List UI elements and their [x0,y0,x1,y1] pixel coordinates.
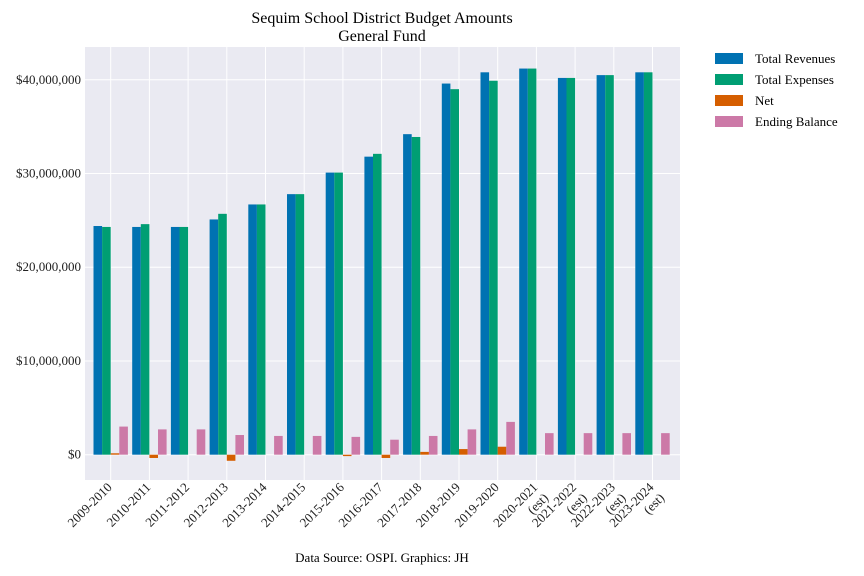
chart-subtitle: General Fund [338,28,426,45]
bar-net [149,454,158,458]
bar-total-revenues [403,134,412,455]
bar-ending-balance [661,433,670,455]
bars [93,68,670,461]
bar-ending-balance [312,435,322,455]
bar-total-expenses [643,72,653,455]
legend-label: Ending Balance [755,114,838,129]
bar-ending-balance [390,439,399,455]
bar-total-revenues [325,172,335,455]
bar-total-revenues [132,226,141,455]
bar-total-revenues [441,83,451,455]
bar-ending-balance [506,421,515,455]
chart-title: Sequim School District Budget Amounts [251,10,512,27]
bar-total-expenses [102,226,111,455]
bar-total-revenues [287,194,296,455]
bar-total-revenues [519,68,528,455]
bar-ending-balance [196,429,206,455]
y-tick-label: $30,000,000 [16,166,81,181]
bar-ending-balance [158,429,167,455]
bar-total-expenses [605,75,614,455]
bar-ending-balance [119,426,128,455]
bar-total-expenses [450,89,459,455]
bar-ending-balance [467,429,477,455]
bar-ending-balance [545,433,554,455]
legend-swatch [715,53,743,64]
bar-net [342,454,352,457]
bar-total-expenses [527,68,537,455]
bar-total-revenues [248,204,257,455]
legend-label: Total Expenses [755,72,834,87]
bar-total-revenues [480,72,490,455]
bar-ending-balance [622,433,631,455]
bar-total-revenues [209,219,219,455]
bar-total-expenses [295,194,305,455]
bar-total-expenses [256,204,266,455]
y-tick-label: $0 [68,447,81,462]
legend-swatch [715,95,743,106]
bar-ending-balance [274,435,283,455]
y-tick-label: $20,000,000 [16,259,81,274]
legend-swatch [715,116,743,127]
bar-total-expenses [411,136,421,455]
bar-total-expenses [334,172,343,455]
legend-swatch [715,74,743,85]
bar-ending-balance [583,433,593,455]
bar-total-expenses [566,77,576,455]
bar-total-revenues [364,156,373,455]
bar-total-expenses [373,153,382,455]
legend-label: Total Revenues [755,51,835,66]
bar-total-revenues [93,226,103,455]
bar-total-revenues [170,226,180,455]
data-source-note: Data Source: OSPI. Graphics: JH [295,550,469,565]
bar-total-revenues [557,77,567,455]
bar-net [459,449,468,455]
x-axis-ticks: 2009-20102010-20112011-20122012-20132013… [64,479,667,530]
legend: Total Revenues Total Expenses Net Ending Ba… [715,51,838,129]
bar-ending-balance [428,435,438,455]
bar-total-revenues [596,75,606,455]
bar-total-expenses [489,80,498,455]
bar-total-expenses [218,213,227,455]
bar-total-revenues [635,72,644,455]
y-tick-label: $40,000,000 [16,72,81,87]
bar-total-expenses [140,224,150,455]
bar-ending-balance [351,436,361,455]
legend-label: Net [755,93,774,108]
y-tick-label: $10,000,000 [16,353,81,368]
y-axis-ticks: $0 $10,000,000 $20,000,000 $30,000,000 $40,0… [16,72,81,462]
bar-net [110,453,120,455]
bar-ending-balance [235,435,244,455]
bar-total-expenses [179,226,189,455]
bar-net [420,451,429,455]
bar-net [381,454,391,458]
bar-net [226,454,236,461]
bar-net [497,446,507,455]
